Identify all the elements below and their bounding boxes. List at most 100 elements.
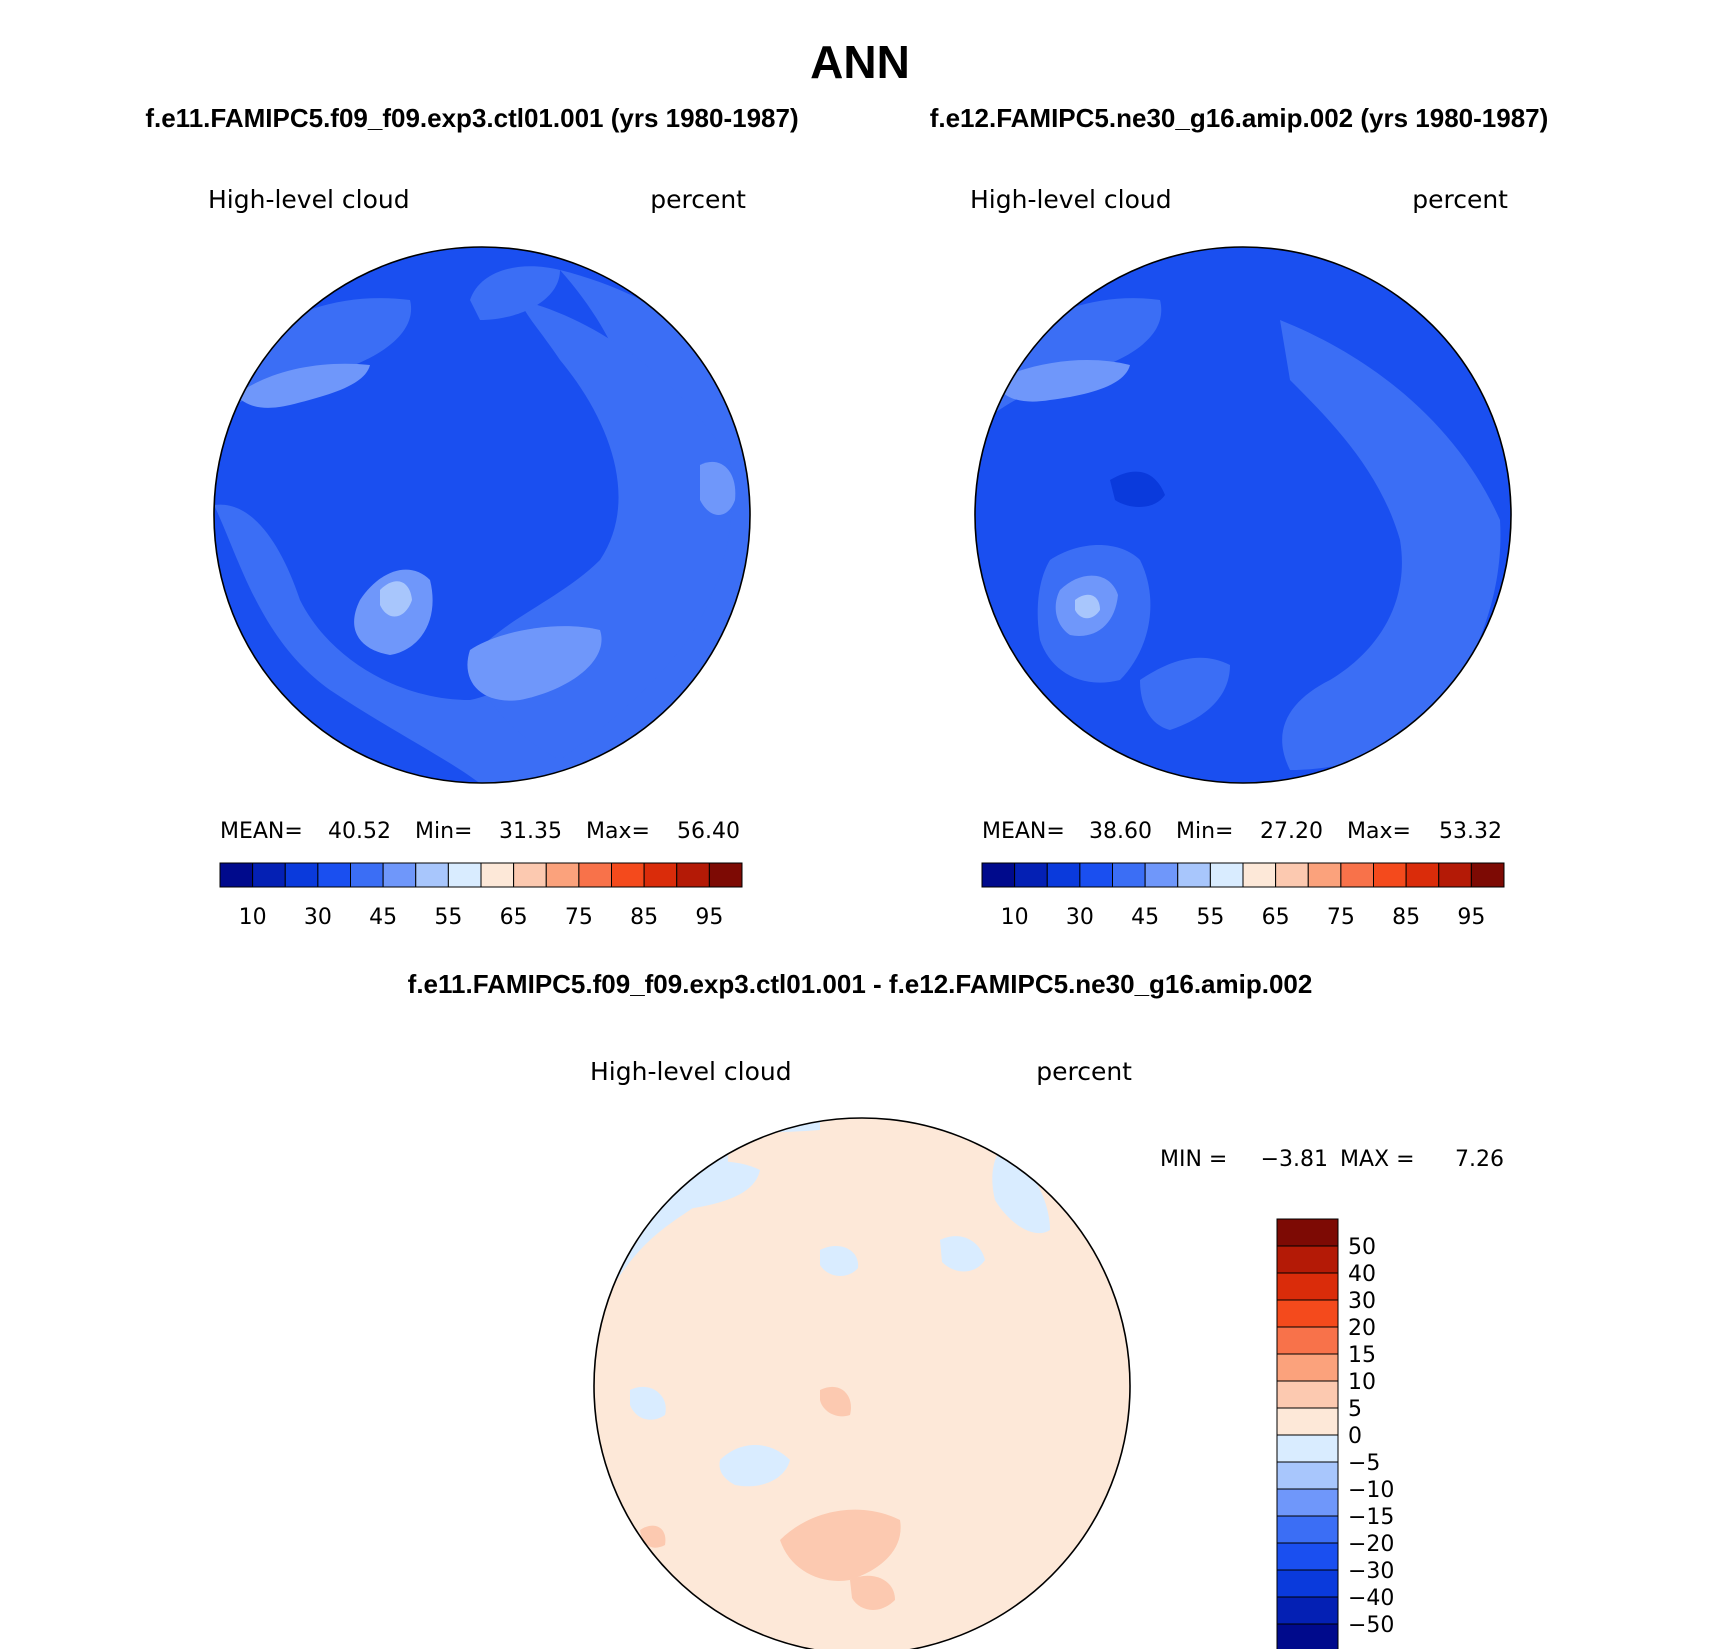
colorbar-tick-label: −30 xyxy=(1348,1559,1394,1584)
panel-2-map xyxy=(975,247,1511,783)
panel-3-min-value: −3.81 xyxy=(1261,1147,1328,1172)
colorbar-swatch xyxy=(1144,862,1179,888)
colorbar-tick-label: −40 xyxy=(1348,1586,1394,1611)
colorbar-tick-label: 30 xyxy=(1348,1289,1376,1314)
colorbar-swatch xyxy=(252,862,286,888)
left-panel-caption: f.e11.FAMIPC5.f09_f09.exp3.ctl01.001 (yr… xyxy=(145,103,798,133)
colorbar-swatch xyxy=(480,862,515,888)
panel-1-mean-value: 40.52 xyxy=(328,819,391,844)
colorbar-swatch xyxy=(1079,862,1113,888)
figure-title: ANN xyxy=(810,36,910,88)
colorbar-swatch xyxy=(1242,862,1277,888)
colorbar-swatch xyxy=(1373,862,1407,888)
colorbar-swatch xyxy=(1470,862,1505,888)
colorbar-swatch xyxy=(1438,862,1472,888)
colorbar-swatch xyxy=(1307,862,1342,888)
colorbar-swatch xyxy=(350,862,384,888)
colorbar-swatch xyxy=(643,862,678,888)
colorbar-swatch xyxy=(382,862,417,888)
colorbar-swatch xyxy=(1276,1542,1339,1571)
panel-2-colorbar: 10 30 45 55 65 75 85 95 xyxy=(981,862,1505,930)
colorbar-swatch xyxy=(1275,862,1309,888)
colorbar-swatch xyxy=(1276,1623,1339,1649)
panel-1-stats: MEAN= 40.52 Min= 31.35 Max= 56.40 xyxy=(220,819,740,844)
colorbar-tick-label: −10 xyxy=(1348,1478,1394,1503)
colorbar-swatch xyxy=(1276,1272,1339,1301)
panel-3-units-label: percent xyxy=(1036,1057,1132,1086)
colorbar-tick-label: 85 xyxy=(630,905,658,930)
panel-3-max-label: MAX = xyxy=(1340,1147,1415,1172)
colorbar-tick-label: 10 xyxy=(239,905,267,930)
colorbar-tick-label: 45 xyxy=(1131,905,1159,930)
right-panel-caption: f.e12.FAMIPC5.ne30_g16.amip.002 (yrs 198… xyxy=(930,103,1549,133)
colorbar-swatch xyxy=(545,862,580,888)
panel-model-1: High-level cloud percent MEAN= 40.52 Min… xyxy=(208,185,751,930)
colorbar-swatch xyxy=(1046,862,1081,888)
colorbar-swatch xyxy=(1276,1569,1339,1598)
colorbar-swatch xyxy=(1276,1353,1339,1382)
panel-difference: High-level cloud percent MIN = −3.81 MAX… xyxy=(590,1057,1504,1649)
colorbar-tick-label: 50 xyxy=(1348,1235,1376,1260)
colorbar-swatch xyxy=(1276,1299,1339,1328)
panel-2-mean-value: 38.60 xyxy=(1089,819,1152,844)
colorbar-tick-label: −15 xyxy=(1348,1505,1394,1530)
colorbar-swatch xyxy=(1276,1596,1339,1625)
colorbar-swatch xyxy=(1209,862,1244,888)
colorbar-tick-label: 40 xyxy=(1348,1262,1376,1287)
colorbar-tick-label: 0 xyxy=(1348,1424,1362,1449)
panel-2-min-label: Min= xyxy=(1176,819,1233,844)
colorbar-swatch xyxy=(1276,1515,1339,1544)
colorbar-tick-label: 5 xyxy=(1348,1397,1362,1422)
colorbar-swatch xyxy=(415,862,449,888)
colorbar-tick-label: 10 xyxy=(1001,905,1029,930)
panel-3-max-value: 7.26 xyxy=(1455,1147,1504,1172)
colorbar-tick-label: 75 xyxy=(565,905,593,930)
colorbar-swatch xyxy=(1276,1407,1339,1436)
panel-1-mean-label: MEAN= xyxy=(220,819,303,844)
colorbar-swatch xyxy=(447,862,482,888)
panel-1-variable-label: High-level cloud xyxy=(208,185,410,214)
colorbar-swatch xyxy=(1014,862,1048,888)
colorbar-tick-label: 95 xyxy=(1457,905,1485,930)
colorbar-swatch xyxy=(1276,1326,1339,1355)
colorbar-tick-label: 95 xyxy=(695,905,723,930)
panel-model-2: High-level cloud percent MEAN= 38.60 Min… xyxy=(970,185,1512,930)
colorbar-swatch xyxy=(317,862,351,888)
panel-1-colorbar: 10 30 45 55 65 75 85 95 xyxy=(219,862,743,930)
colorbar-swatch xyxy=(1276,1245,1339,1274)
colorbar-tick-label: 30 xyxy=(304,905,332,930)
panel-2-variable-label: High-level cloud xyxy=(970,185,1172,214)
panel-2-min-value: 27.20 xyxy=(1260,819,1323,844)
colorbar-tick-label: 85 xyxy=(1392,905,1420,930)
colorbar-swatch xyxy=(676,862,710,888)
colorbar-tick-label: 55 xyxy=(434,905,462,930)
colorbar-swatch xyxy=(1276,1434,1339,1463)
colorbar-swatch xyxy=(513,862,547,888)
panel-1-min-label: Min= xyxy=(415,819,472,844)
colorbar-tick-label: 20 xyxy=(1348,1316,1376,1341)
panel-2-stats: MEAN= 38.60 Min= 27.20 Max= 53.32 xyxy=(982,819,1502,844)
colorbar-tick-label: 15 xyxy=(1348,1343,1376,1368)
colorbar-tick-label: 10 xyxy=(1348,1370,1376,1395)
colorbar-swatch xyxy=(1340,862,1374,888)
colorbar-swatch xyxy=(1276,1488,1339,1517)
panel-3-stats: MIN = −3.81 MAX = 7.26 xyxy=(1160,1147,1504,1172)
panel-3-variable-label: High-level cloud xyxy=(590,1057,792,1086)
colorbar-tick-label: 75 xyxy=(1327,905,1355,930)
colorbar-tick-label: 45 xyxy=(369,905,397,930)
panel-3-map xyxy=(594,1118,1130,1649)
panel-3-min-label: MIN = xyxy=(1160,1147,1227,1172)
colorbar-swatch xyxy=(578,862,612,888)
panel-1-min-value: 31.35 xyxy=(499,819,562,844)
colorbar-swatch xyxy=(1405,862,1440,888)
panel-1-max-value: 56.40 xyxy=(677,819,740,844)
panel-1-max-label: Max= xyxy=(586,819,650,844)
colorbar-swatch xyxy=(1112,862,1146,888)
panel-1-map xyxy=(214,247,750,783)
colorbar-tick-label: −20 xyxy=(1348,1532,1394,1557)
colorbar-swatch xyxy=(1276,1461,1339,1490)
panel-1-units-label: percent xyxy=(650,185,746,214)
colorbar-swatch xyxy=(219,862,254,888)
